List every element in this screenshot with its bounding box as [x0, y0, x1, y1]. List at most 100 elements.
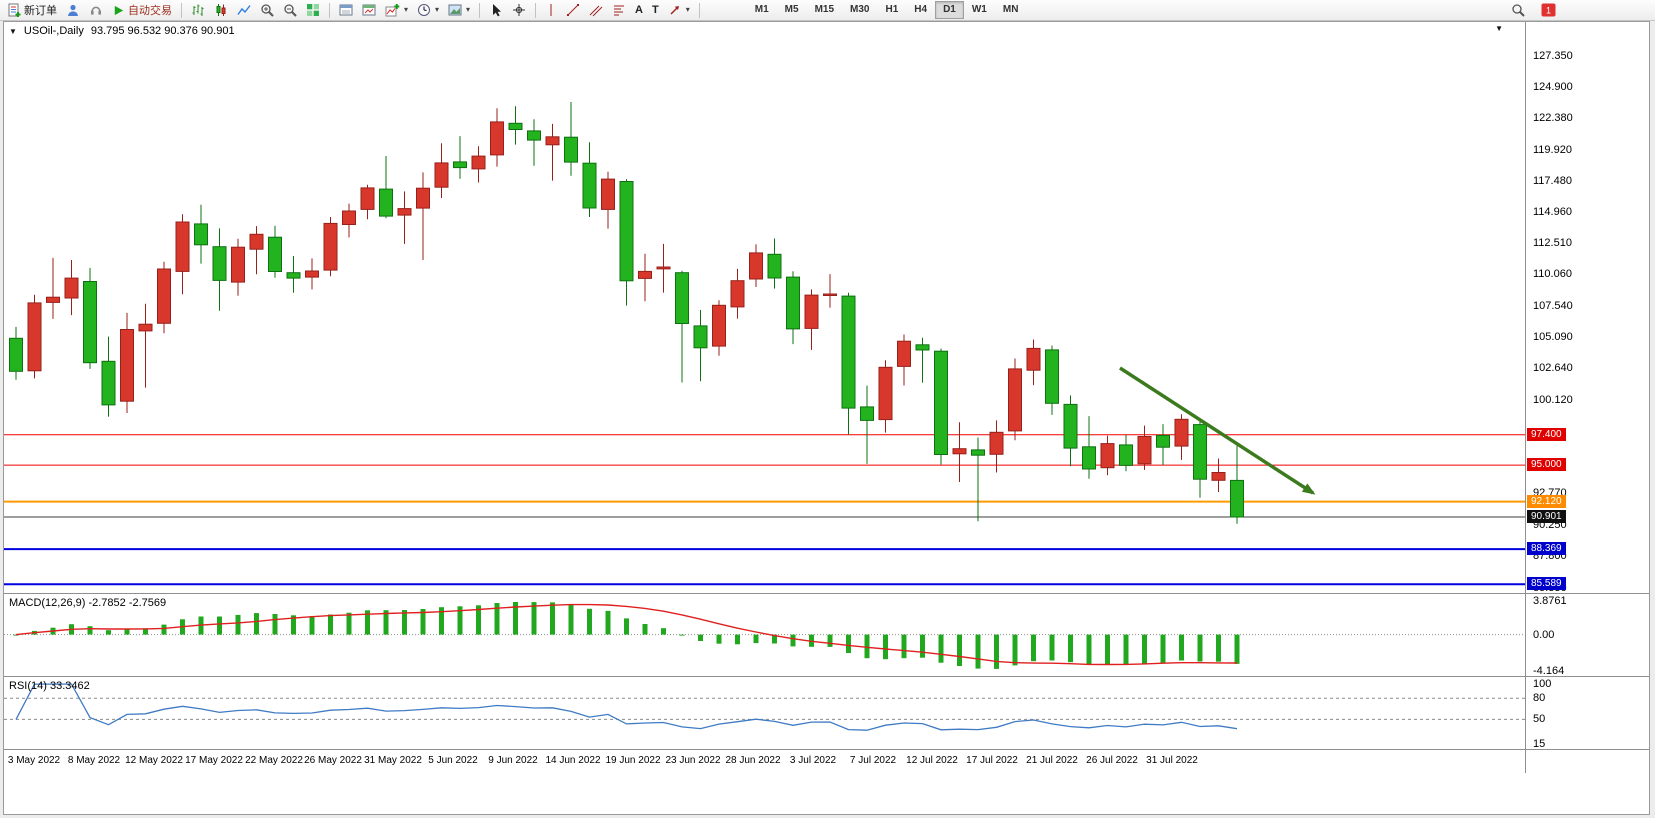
- indicators-button[interactable]: ▾: [381, 1, 412, 19]
- price-tick-label: 117.480: [1533, 175, 1572, 187]
- date-tick-label: 5 Jun 2022: [428, 755, 478, 766]
- clock-icon: [417, 3, 431, 17]
- panel-separator[interactable]: [4, 676, 1649, 677]
- date-tick-label: 21 Jul 2022: [1026, 755, 1078, 766]
- main-chart-area[interactable]: ▼ USOil-,Daily 93.795 96.532 90.376 90.9…: [4, 22, 1525, 593]
- template-icon: [448, 3, 462, 17]
- timeframe-button-h1[interactable]: H1: [885, 4, 899, 15]
- date-tick-label: 28 Jun 2022: [725, 755, 781, 766]
- search-button[interactable]: [1507, 1, 1529, 19]
- toolbar-separator: [329, 2, 330, 18]
- data-window-button[interactable]: [335, 1, 357, 19]
- channel-tool-button[interactable]: [585, 1, 607, 19]
- candlestick-chart: [4, 102, 1525, 586]
- level-lines: [4, 434, 1525, 586]
- price-axis[interactable]: 127.350 124.900 122.380 119.920 117.480 114.9…: [1526, 22, 1649, 773]
- support-button[interactable]: [85, 1, 107, 19]
- rsi-panel[interactable]: [4, 677, 1525, 749]
- date-tick-label: 7 Jul 2022: [849, 755, 897, 766]
- bar-chart-button[interactable]: [187, 1, 209, 19]
- price-level-badge: 92.120: [1527, 495, 1566, 508]
- text-box-tool-button[interactable]: T: [648, 1, 663, 19]
- text-label-tool-button[interactable]: A: [631, 1, 647, 19]
- date-tick-label: 14 Jun 2022: [545, 755, 601, 766]
- price-level-badge: 90.901: [1527, 510, 1566, 523]
- toolbar-separator: [535, 2, 537, 18]
- vertical-line-tool-button[interactable]: [541, 1, 561, 19]
- rsi-tick-label: 100: [1533, 678, 1552, 690]
- text-box-icon: T: [652, 4, 659, 16]
- new-order-label: 新订单: [24, 5, 57, 17]
- date-tick-label: 8 May 2022: [67, 755, 121, 766]
- fibonacci-tool-button[interactable]: [608, 1, 630, 19]
- date-tick-label: 12 Jul 2022: [906, 755, 958, 766]
- zoom-in-button[interactable]: [256, 1, 278, 19]
- fibonacci-icon: [612, 3, 626, 17]
- price-tick-label: 100.120: [1533, 394, 1573, 406]
- period-button[interactable]: ▾: [413, 1, 443, 19]
- date-tick-label: 3 Jul 2022: [789, 755, 837, 766]
- shapes-tool-button[interactable]: ▾: [664, 1, 694, 19]
- market-watch-button[interactable]: [62, 1, 84, 19]
- price-tick-label: 107.540: [1533, 300, 1573, 312]
- date-axis[interactable]: 3 May 2022 8 May 2022 12 May 2022 17 May 20…: [4, 750, 1649, 774]
- price-tick-label: 110.060: [1533, 268, 1572, 280]
- price-level-badge: 95.000: [1527, 458, 1566, 471]
- autotrade-label: 自动交易: [128, 5, 172, 17]
- macd-panel[interactable]: [4, 594, 1525, 676]
- date-tick-label: 23 Jun 2022: [665, 755, 721, 766]
- autotrade-button[interactable]: 自动交易: [108, 1, 176, 19]
- timeframe-button-m5[interactable]: M5: [784, 4, 799, 15]
- autotrade-play-icon: [112, 4, 125, 17]
- notification-badge-icon: 1: [1541, 3, 1556, 17]
- price-tick-label: 105.090: [1533, 331, 1573, 343]
- price-tick-label: 119.920: [1533, 144, 1572, 156]
- notifications-button[interactable]: 1: [1537, 1, 1560, 19]
- date-tick-label: 17 May 2022: [185, 755, 243, 766]
- timeframe-button-h4[interactable]: H4: [914, 4, 928, 15]
- toolbar-separator: [698, 2, 700, 18]
- line-chart-button[interactable]: [233, 1, 255, 19]
- dropdown-arrow-icon: ▾: [435, 5, 440, 14]
- toolbar: 新订单 自动交易 ▾ ▾: [0, 0, 1655, 21]
- series-nav-triangle-icon[interactable]: ▼: [1495, 24, 1503, 33]
- tile-windows-icon: [306, 3, 320, 17]
- candles: [9, 102, 1244, 524]
- trendline-icon: [566, 3, 580, 17]
- timeframe-button-m15[interactable]: M15: [814, 4, 835, 15]
- rsi-tick-label: 50: [1533, 713, 1546, 725]
- tile-windows-button[interactable]: [302, 1, 324, 19]
- template-button[interactable]: ▾: [444, 1, 474, 19]
- navigator-window-icon: [362, 3, 376, 17]
- cursor-button[interactable]: [485, 1, 507, 19]
- ohlc-readout: 93.795 96.532 90.376 90.901: [90, 25, 235, 37]
- rsi-line: [15, 683, 1238, 731]
- macd-signal-line: [15, 603, 1238, 666]
- candlestick-chart-icon: [214, 3, 228, 17]
- zoom-out-button[interactable]: [279, 1, 301, 19]
- trendline-tool-button[interactable]: [562, 1, 584, 19]
- macd-tick-label: 0.00: [1533, 629, 1555, 641]
- timeframe-button-d1[interactable]: D1: [935, 1, 964, 19]
- macd-histogram: [13, 602, 1240, 669]
- candlestick-chart-button[interactable]: [210, 1, 232, 19]
- date-tick-label: 17 Jul 2022: [966, 755, 1018, 766]
- crosshair-button[interactable]: [508, 1, 530, 19]
- date-tick-label: 22 May 2022: [245, 755, 303, 766]
- panel-separator[interactable]: [4, 593, 1649, 594]
- timeframe-button-mn[interactable]: MN: [1002, 4, 1019, 15]
- timeframe-button-m30[interactable]: M30: [850, 4, 870, 15]
- rsi-tick-label: 80: [1533, 692, 1546, 704]
- timeframe-button-m1[interactable]: M1: [754, 4, 769, 15]
- search-icon: [1511, 3, 1525, 17]
- data-window-icon: [339, 3, 353, 17]
- navigator-window-button[interactable]: [358, 1, 380, 19]
- macd-tick-label: -4.164: [1533, 665, 1565, 677]
- date-tick-label: 9 Jun 2022: [488, 755, 538, 766]
- bar-chart-icon: [191, 3, 205, 17]
- new-order-button[interactable]: 新订单: [3, 1, 61, 19]
- price-tick-label: 102.640: [1533, 362, 1573, 374]
- date-tick-label: 3 May 2022: [7, 755, 61, 766]
- timeframe-button-w1[interactable]: W1: [971, 4, 987, 15]
- collapse-triangle-icon[interactable]: ▼: [9, 26, 17, 36]
